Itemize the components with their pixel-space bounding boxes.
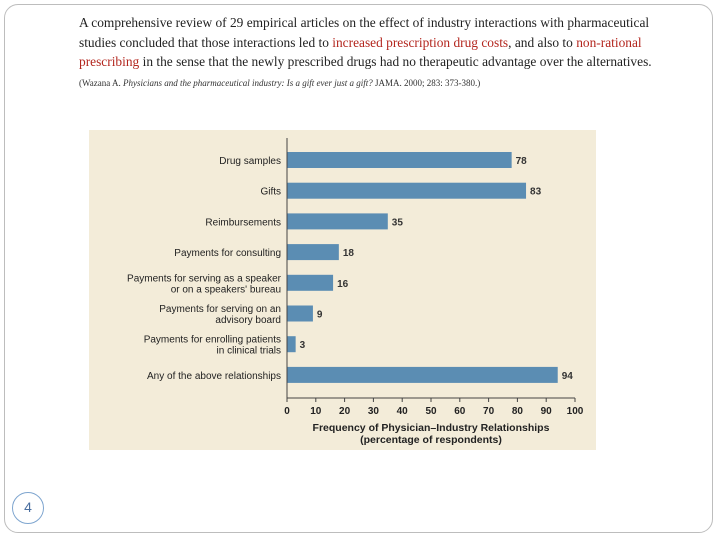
bar-value-label: 3 <box>300 340 306 351</box>
chart-svg: 78 Drug samples 83 Gifts 35 Reimbursements 18 P… <box>127 138 584 446</box>
x-axis-title: Frequency of Physician–Industry Relation… <box>313 422 550 434</box>
x-tick-label: 60 <box>454 406 466 417</box>
category-label: Any of the above relationships <box>147 371 281 382</box>
highlight-non-rational-prescribing: non-rational prescribing <box>79 34 642 70</box>
category-label: Gifts <box>260 187 281 198</box>
bar <box>287 182 527 199</box>
category-label: Drug samples <box>219 156 281 167</box>
x-tick-label: 0 <box>284 406 290 417</box>
bar <box>287 274 334 291</box>
citation-prefix: (Wazana A. <box>79 77 124 88</box>
x-tick-label: 10 <box>310 406 322 417</box>
body-text-part2: , and also to <box>508 34 577 50</box>
x-tick-label: 40 <box>397 406 409 417</box>
bar-value-label: 78 <box>516 156 528 167</box>
slide-body-text: A comprehensive review of 29 empirical a… <box>79 13 679 93</box>
x-tick-label: 100 <box>567 406 584 417</box>
bar-value-label: 94 <box>562 371 574 382</box>
bar <box>287 152 512 168</box>
bar-chart: 78 Drug samples 83 Gifts 35 Reimbursements 18 P… <box>89 130 596 450</box>
x-tick-label: 90 <box>541 406 553 417</box>
bar-value-label: 9 <box>317 310 323 321</box>
slide-frame <box>4 4 713 533</box>
category-label: Reimbursements <box>205 217 281 228</box>
bar-value-label: 35 <box>392 217 404 228</box>
x-tick-label: 50 <box>425 406 437 417</box>
citation-title: Physicians and the pharmaceutical indust… <box>123 77 373 88</box>
x-tick-label: 20 <box>339 406 351 417</box>
x-tick-label: 30 <box>368 406 380 417</box>
bar-value-label: 83 <box>530 187 542 198</box>
category-label: Payments for enrolling patients in clinic… <box>144 335 281 357</box>
body-text-part3: in the sense that the newly prescribed d… <box>139 54 652 69</box>
x-tick-label: 80 <box>512 406 524 417</box>
slide-number-badge: 4 <box>12 492 44 524</box>
category-label: Payments for serving on an advisory board <box>159 304 281 326</box>
x-axis-title: (percentage of respondents) <box>360 434 502 446</box>
x-tick-label: 70 <box>483 406 495 417</box>
bar-value-label: 16 <box>337 279 349 290</box>
citation-suffix: JAMA. 2000; 283: 373-380.) <box>372 77 481 88</box>
category-label: Payments for consulting <box>174 248 281 259</box>
citation: (Wazana A. Physicians and the pharmaceut… <box>79 78 480 88</box>
bar <box>287 336 296 353</box>
highlight-prescription-costs: increased prescription drug costs <box>332 34 509 50</box>
bar <box>287 305 313 322</box>
bar <box>287 366 558 383</box>
bar <box>287 213 388 230</box>
category-label: Payments for serving as a speaker or on a… <box>127 273 282 295</box>
bar-value-label: 18 <box>343 248 355 259</box>
body-text-part1: A comprehensive review of 29 empirical a… <box>79 15 650 50</box>
bar <box>287 244 339 261</box>
